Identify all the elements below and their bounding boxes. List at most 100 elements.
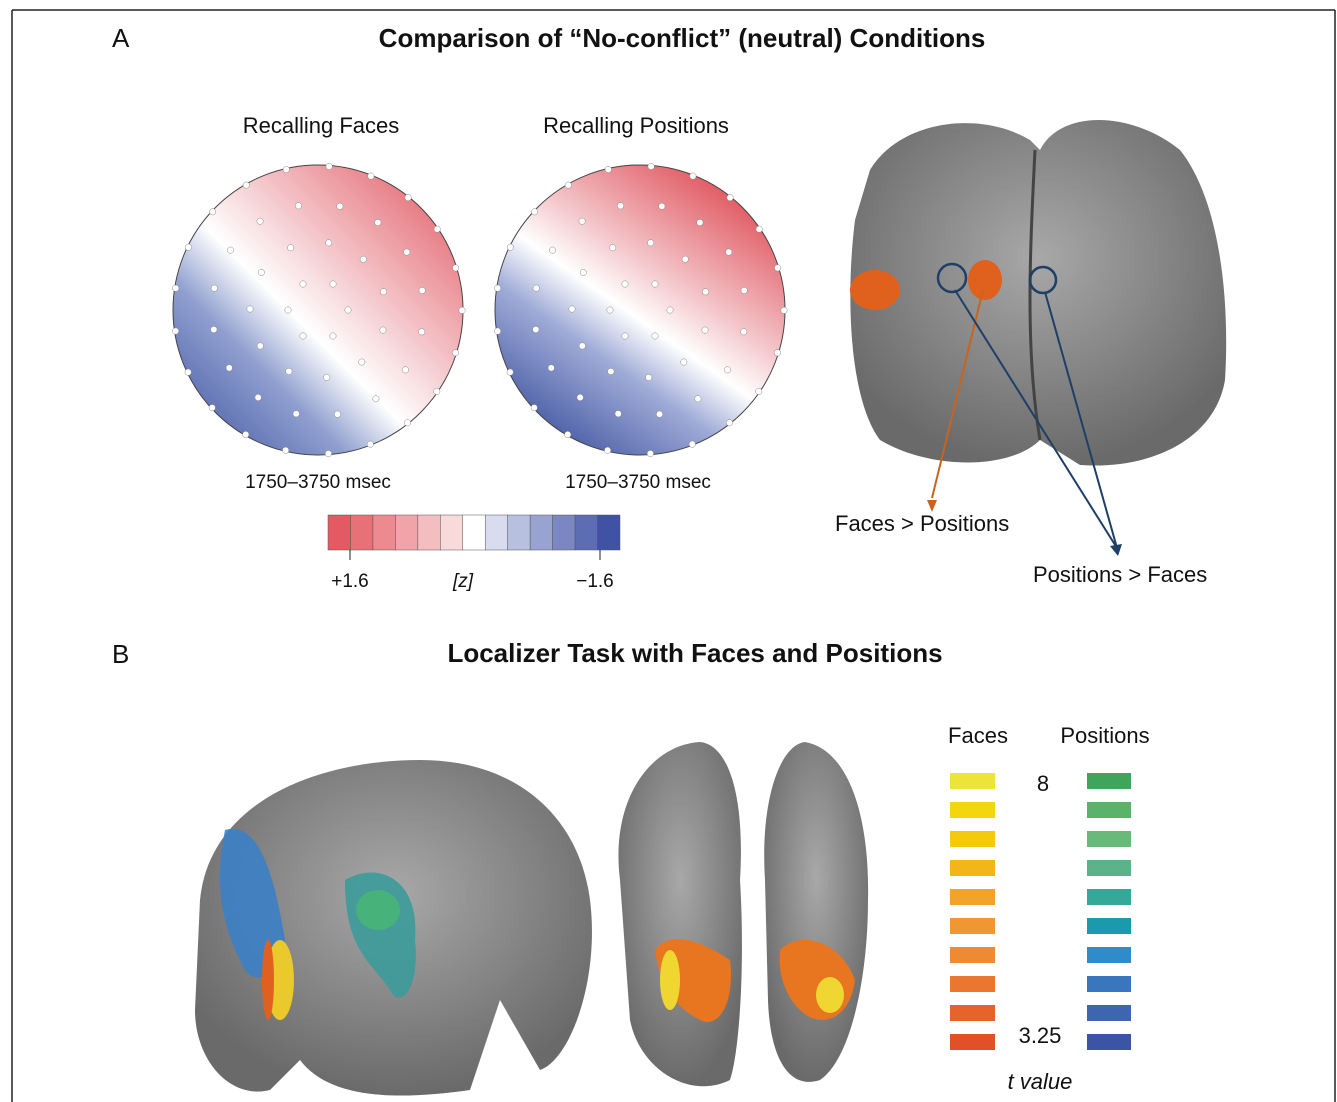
map-title: Recalling Faces xyxy=(243,113,400,138)
colorbar xyxy=(327,514,621,551)
electrode xyxy=(506,368,514,376)
electrode xyxy=(774,264,782,272)
legend-swatch xyxy=(950,831,995,847)
electrode xyxy=(209,208,217,216)
electrode xyxy=(372,395,380,403)
colorbar-segment xyxy=(395,514,419,551)
frame xyxy=(11,9,1336,1102)
electrode xyxy=(578,217,586,225)
electrode xyxy=(645,373,653,381)
electrode xyxy=(374,219,382,226)
electrode xyxy=(530,404,538,412)
electrode xyxy=(576,394,584,401)
electrode xyxy=(614,410,622,418)
electrode xyxy=(726,194,734,202)
electrode xyxy=(334,410,341,418)
legend-swatch xyxy=(950,773,995,789)
time-label: 1750–3750 msec xyxy=(245,472,391,493)
electrode xyxy=(568,305,576,313)
electrode xyxy=(242,181,250,189)
t-legend xyxy=(950,773,1131,1050)
electrode xyxy=(621,332,629,340)
electrode xyxy=(242,431,250,438)
panel-label: A xyxy=(112,23,130,53)
legend-max: 8 xyxy=(1037,771,1049,796)
electrode xyxy=(257,268,265,276)
colorbar-segment xyxy=(417,514,441,551)
electrode xyxy=(532,284,540,292)
electrode xyxy=(647,239,655,247)
electrode xyxy=(494,284,502,292)
electrode xyxy=(656,410,663,418)
electrode xyxy=(404,194,412,202)
electrode xyxy=(680,358,688,366)
electrode xyxy=(256,342,264,350)
electrode xyxy=(225,364,233,372)
electrode xyxy=(604,166,612,173)
electrode xyxy=(740,287,748,294)
electrode xyxy=(579,268,587,276)
colorbar-segment xyxy=(597,514,621,551)
electrode xyxy=(324,450,332,458)
topo-map xyxy=(494,164,786,456)
electrode xyxy=(358,358,366,366)
legend-swatch xyxy=(1087,976,1131,992)
electrode xyxy=(646,450,654,458)
electrode xyxy=(295,202,302,210)
electrode xyxy=(681,255,689,263)
legend-swatch xyxy=(950,889,995,905)
electrode xyxy=(418,328,426,336)
electrode xyxy=(651,332,659,340)
electrode xyxy=(724,366,731,374)
electrode xyxy=(402,366,409,374)
legend-swatch xyxy=(950,802,995,818)
legend-swatch xyxy=(1087,860,1131,876)
electrode xyxy=(285,367,293,375)
electrode xyxy=(696,219,704,226)
topo-map xyxy=(172,164,464,456)
electrode xyxy=(329,332,337,340)
electrodes xyxy=(172,162,788,458)
electrode xyxy=(282,446,290,454)
electrode xyxy=(549,246,556,254)
electrode xyxy=(246,305,254,313)
colorbar-segment xyxy=(350,514,374,551)
brain-ventral xyxy=(618,742,869,1087)
electrode xyxy=(210,284,218,292)
annotation: Positions > Faces xyxy=(1033,562,1207,587)
electrode xyxy=(564,431,572,438)
panel-title: Localizer Task with Faces and Positions xyxy=(447,638,942,668)
electrode xyxy=(607,367,615,375)
electrode xyxy=(506,243,514,251)
electrode xyxy=(726,419,733,427)
legend-swatch xyxy=(1087,773,1131,789)
electrode xyxy=(325,162,333,170)
electrode xyxy=(702,288,709,296)
electrode xyxy=(494,327,502,335)
electrode xyxy=(172,327,180,335)
electrode xyxy=(256,217,264,225)
electrode xyxy=(403,248,411,256)
colorbar-segment xyxy=(327,514,351,551)
legend-heading: Faces xyxy=(948,723,1008,748)
electrode xyxy=(404,419,411,427)
electrode xyxy=(452,349,459,357)
electrode xyxy=(227,246,234,254)
electrode xyxy=(725,248,733,256)
electrode xyxy=(418,287,426,294)
electrode xyxy=(531,208,539,216)
electrode xyxy=(694,395,702,403)
brain-lateral xyxy=(195,760,592,1096)
electrode xyxy=(172,284,180,292)
electrode xyxy=(547,364,555,372)
electrode xyxy=(564,181,572,189)
electrode xyxy=(433,225,441,233)
map-title: Recalling Positions xyxy=(543,113,729,138)
electrode xyxy=(282,166,290,173)
colorbar-segment xyxy=(440,514,464,551)
colorbar-segment xyxy=(484,514,508,551)
annotation: Faces > Positions xyxy=(835,511,1009,536)
colorbar-label: [z] xyxy=(452,571,474,592)
legend-min: 3.25 xyxy=(1019,1023,1062,1048)
